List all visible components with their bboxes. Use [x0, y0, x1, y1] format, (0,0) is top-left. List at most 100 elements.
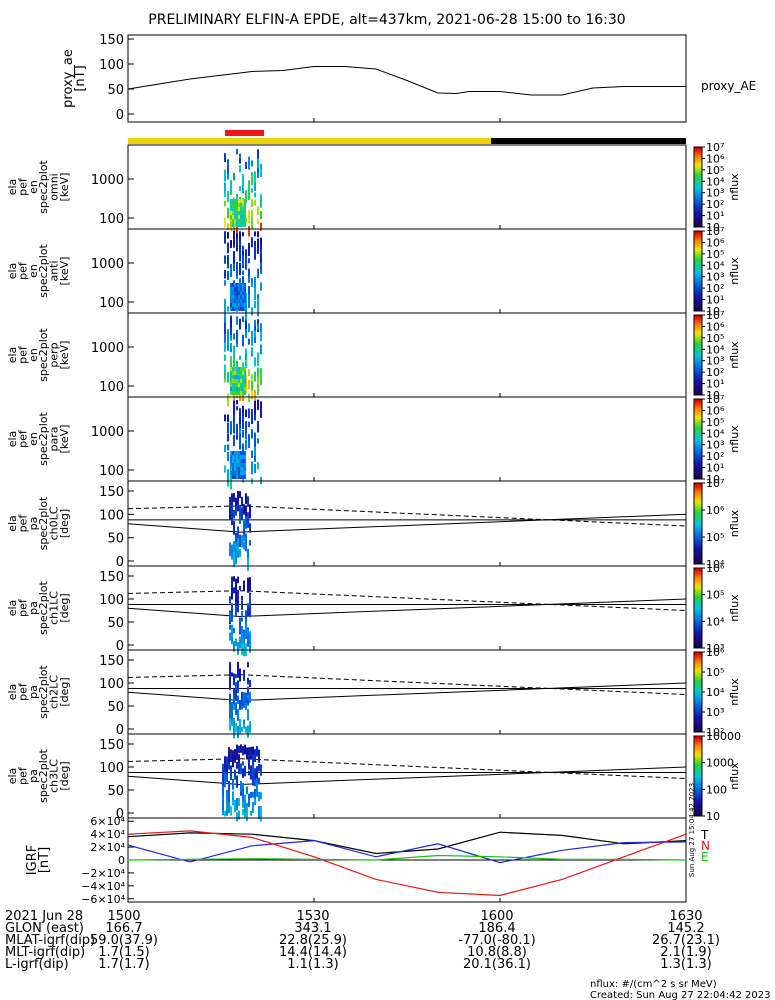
spectrogram-core-cell — [230, 459, 232, 463]
colorbar-label: nflux — [728, 425, 741, 453]
pa-spectrogram-cell — [250, 748, 252, 760]
spectrogram-core-cell — [240, 303, 242, 307]
pa-ytick-label: 100 — [99, 677, 124, 692]
spectrogram-cell — [248, 421, 250, 428]
colorbar-segment — [694, 483, 702, 486]
pa-spectrogram-cell — [237, 680, 239, 688]
spectrogram-cell — [257, 240, 259, 248]
pa-spectrogram-cell — [249, 540, 251, 546]
pa-spectrogram-cell — [249, 524, 251, 533]
spectrogram-cell — [242, 412, 244, 418]
colorbar-tick-label: 10³ — [706, 706, 724, 719]
spectrogram-cell — [254, 409, 256, 421]
colorbar-segment — [694, 630, 702, 633]
pa-spectrogram-cell — [233, 576, 235, 582]
spectrogram-cell — [260, 368, 262, 373]
spectrogram-core-cell — [238, 451, 240, 455]
colorbar-segment — [694, 257, 702, 260]
spectrogram-core-cell — [240, 371, 242, 375]
pa-spectrogram-cell — [237, 506, 239, 512]
pa-spectrogram-cell — [254, 794, 256, 804]
spectrogram-cell — [251, 373, 253, 379]
spectrogram-cell — [236, 193, 238, 203]
colorbar-segment — [694, 231, 702, 234]
colorbar-segment — [694, 341, 702, 344]
spectrogram-cell — [254, 463, 256, 474]
pa-spectrogram-cell — [245, 624, 247, 634]
energy-panel-ylabel-line: spec2plot — [37, 328, 50, 382]
spectrogram-core-cell — [230, 215, 232, 219]
ephemeris-value: 1.7(1.7) — [98, 957, 150, 972]
spectrogram-core-cell — [236, 215, 238, 219]
colorbar-segment — [694, 321, 702, 324]
footer-stamp: Sun Aug 27 15:04:42 2023 — [688, 783, 696, 877]
spectrogram-cell — [260, 282, 262, 291]
pa-spectrogram-cell — [233, 627, 235, 634]
colorbar-segment — [694, 668, 702, 671]
colorbar-segment — [694, 802, 702, 805]
spectrogram-core-cell — [236, 459, 238, 463]
colorbar-segment — [694, 740, 702, 743]
spectrogram-cell — [242, 391, 244, 401]
pa-spectrogram-cell — [231, 603, 233, 610]
spectrogram-cell — [245, 190, 247, 204]
colorbar-segment — [694, 209, 702, 212]
colorbar-segment — [694, 640, 702, 643]
spectrogram-core-cell — [234, 199, 236, 203]
spectrogram-cell — [224, 153, 226, 163]
spectrogram-cell — [227, 444, 229, 451]
spectrogram-core-cell — [232, 475, 234, 479]
spectrogram-cell — [227, 242, 229, 254]
pa-spectrogram-cell — [228, 781, 230, 793]
colorbar-tick-label: 10² — [706, 198, 724, 211]
pa-ytick-label: 50 — [107, 784, 124, 799]
spectrogram-cell — [230, 334, 232, 341]
ephemeris-row-label: GLON (east) — [5, 921, 84, 936]
spectrogram-core-cell — [242, 303, 244, 307]
orbit-bar — [128, 130, 686, 144]
spectrogram-cell — [248, 268, 250, 277]
colorbar-segment — [694, 511, 702, 514]
pa-spectrogram-cell — [235, 606, 237, 616]
pa-spectrogram-cell — [222, 774, 224, 785]
spectrogram-cell — [257, 231, 259, 238]
spectrogram-cell — [245, 258, 247, 270]
ephemeris-value: 22.8(25.9) — [279, 933, 347, 948]
colorbar-segment — [694, 181, 702, 184]
colorbar-segment — [694, 193, 702, 196]
pa-spectrogram-cell — [246, 812, 248, 822]
spectrogram-core-cell — [234, 371, 236, 375]
spectrogram-cell — [224, 185, 226, 192]
pa-spectrogram-cell — [246, 786, 248, 795]
energy-panel-2: 100 1000 — [91, 312, 687, 407]
colorbar-segment — [694, 393, 702, 396]
spectrogram-cell — [239, 231, 241, 246]
pa-spectrogram-cell — [247, 548, 249, 560]
pa-spectrogram-cell — [241, 626, 243, 634]
spectrogram-cell — [251, 347, 253, 357]
spectrogram-core-cell — [230, 371, 232, 375]
spectrogram-core-cell — [230, 375, 232, 379]
pa-panel-ylabel-line: ch3LC — [48, 759, 61, 793]
pa-spectrogram-cell — [242, 790, 244, 801]
pa-spectrogram-cell — [245, 629, 247, 639]
spectrogram-cell — [233, 172, 235, 181]
pa-spectrogram-cell — [239, 517, 241, 524]
spectrogram-cell — [230, 323, 232, 336]
spectrogram-core-cell — [236, 367, 238, 371]
spectrogram-cell — [248, 209, 250, 224]
spectrogram-core-cell — [234, 307, 236, 311]
ephemeris-value: 1.7(1.5) — [98, 945, 150, 960]
spectrogram-core-cell — [242, 299, 244, 303]
pa-panel-ylabel-line: ela — [6, 684, 19, 701]
pa-spectrogram-cell — [241, 507, 243, 521]
colorbar-segment — [694, 285, 702, 288]
pa-spectrogram-cell — [233, 541, 235, 554]
spectrogram-core-cell — [236, 291, 238, 295]
spectrogram-core-cell — [244, 475, 246, 479]
pa-spectrogram-cell — [237, 664, 239, 678]
colorbar-segment — [694, 533, 702, 537]
